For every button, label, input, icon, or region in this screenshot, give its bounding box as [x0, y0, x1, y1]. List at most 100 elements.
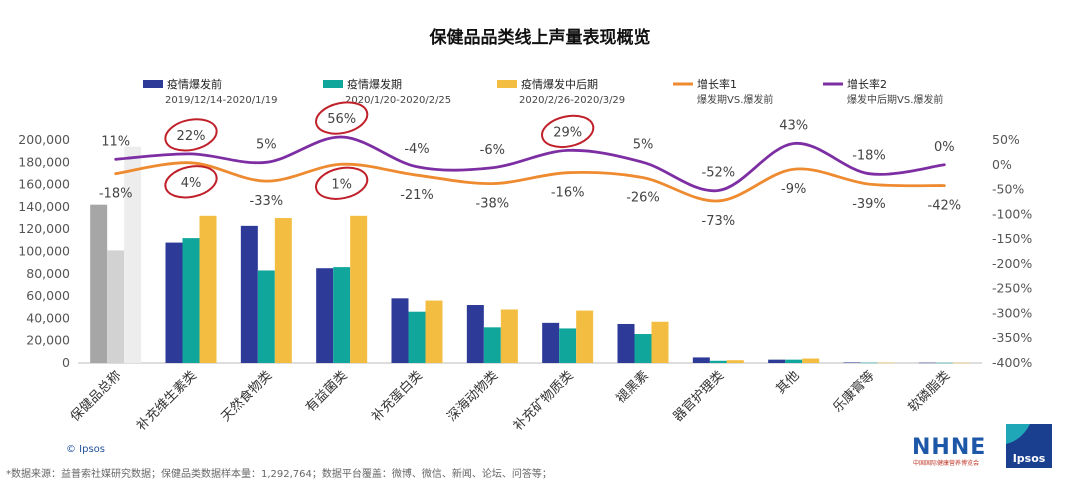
nhne-logo: NHNE 中国国际健康营养博览会: [912, 435, 986, 467]
highlight-circle: [315, 166, 369, 200]
category-label: 乐康膏等: [830, 368, 878, 416]
legend-label: 增长率1: [697, 77, 737, 91]
category-label: 补充蛋白类: [369, 368, 426, 425]
bar: [199, 215, 217, 363]
y-left-tick-label: 180,000: [18, 154, 70, 169]
growth-labels: -18% 4% -33% 1% -21% -38% -16% -26% -73% -9% -39% -…: [99, 112, 961, 229]
legend-sublabel: 爆发中后期VS.爆发前: [847, 93, 943, 106]
growth-label: -9%: [781, 182, 806, 197]
legend-sublabel: 2020/1/20-2020/2/25: [345, 95, 451, 106]
bar: [333, 267, 351, 363]
y-left-tick-label: 100,000: [18, 244, 70, 259]
bar: [843, 362, 861, 363]
y-right-tick-label: -200%: [992, 256, 1032, 271]
bar: [350, 215, 368, 363]
bar: [483, 327, 501, 363]
bar: [617, 323, 635, 363]
legend-label: 增长率2: [847, 77, 887, 91]
highlight-circle: [541, 114, 595, 149]
highlight-circles: [164, 101, 595, 200]
y-axis-left: 200,000 180,000 160,000 140,000 120,000 100,0…: [18, 132, 982, 370]
category-label: 深海动物类: [445, 368, 502, 425]
bar: [768, 359, 786, 363]
legend-swatch: [497, 80, 517, 88]
y-right-tick-label: -350%: [992, 330, 1032, 345]
y-right-tick-label: -50%: [992, 182, 1024, 197]
legend-sublabel: 2019/12/14-2020/1/19: [165, 95, 278, 106]
growth-label: -38%: [476, 197, 510, 212]
y-right-tick-label: 0%: [992, 157, 1012, 172]
legend-sublabel: 爆发期VS.爆发前: [697, 93, 773, 106]
copyright-text: © Ipsos: [66, 444, 105, 455]
y-left-tick-label: 80,000: [26, 266, 70, 281]
bar: [391, 298, 409, 363]
bar: [107, 250, 125, 363]
y-right-tick-label: 50%: [992, 132, 1020, 147]
category-label: 器官护理类: [670, 368, 727, 425]
growth-label: 4%: [181, 176, 202, 191]
bar: [918, 362, 936, 364]
y-left-tick-label: 200,000: [18, 132, 70, 147]
growth-lines: [114, 135, 946, 203]
bar: [726, 360, 744, 363]
bar: [785, 359, 803, 363]
y-left-tick-label: 60,000: [26, 288, 70, 303]
bars: [90, 146, 970, 364]
growth-label: 5%: [633, 137, 654, 152]
growth-label: 11%: [101, 134, 130, 149]
bar: [559, 328, 577, 363]
y-left-tick-label: 140,000: [18, 199, 70, 214]
growth-label: 1%: [331, 177, 352, 192]
legend-label: 疫情爆发中后期: [521, 77, 598, 91]
legend-sublabel: 2020/2/26-2020/3/29: [519, 95, 625, 106]
y-left-tick-label: 40,000: [26, 310, 70, 325]
y-left-tick-label: 160,000: [18, 177, 70, 192]
bar: [709, 360, 727, 363]
bar: [466, 305, 484, 363]
bar: [935, 362, 953, 364]
category-label: 补充矿物质类: [510, 368, 576, 434]
bar: [182, 238, 200, 363]
growth-label: -26%: [626, 191, 660, 206]
growth-label: 22%: [177, 129, 206, 144]
bar: [877, 362, 895, 364]
category-label: 天然食物类: [218, 368, 275, 425]
bar: [651, 321, 669, 363]
bar: [408, 311, 426, 363]
growth-label: 29%: [553, 125, 582, 140]
bar: [952, 362, 970, 364]
bar: [634, 334, 652, 363]
growth-line-1: [114, 161, 946, 203]
bar: [692, 357, 710, 363]
bar: [860, 362, 878, 364]
bar: [542, 322, 560, 363]
category-label: 补充维生素类: [133, 368, 199, 434]
bar: [500, 309, 518, 363]
y-right-tick-label: -150%: [992, 231, 1032, 246]
growth-label: -33%: [250, 194, 284, 209]
bar: [576, 310, 594, 363]
category-label: 保健品总称: [68, 368, 125, 425]
legend-swatch: [323, 80, 343, 88]
category-labels: 保健品总称 补充维生素类 天然食物类 有益菌类 补充蛋白类 深海动物类 补充矿物质类 褪黑素器…: [68, 368, 953, 434]
bar: [165, 242, 183, 363]
category-label: 有益菌类: [303, 368, 350, 415]
growth-label: -4%: [404, 142, 429, 157]
y-left-tick-label: 120,000: [18, 221, 70, 236]
growth-label: 43%: [779, 118, 808, 133]
growth-label: -52%: [702, 166, 736, 181]
bar: [240, 225, 258, 363]
category-label: 褪黑素: [614, 368, 652, 406]
nhne-logo-subtext: 中国国际健康营养博览会: [913, 459, 979, 467]
y-right-tick-label: -300%: [992, 305, 1032, 320]
y-right-tick-label: -250%: [992, 281, 1032, 296]
y-left-tick-label: 20,000: [26, 333, 70, 348]
nhne-logo-text: NHNE: [912, 435, 986, 460]
y-left-tick-label: 0: [62, 355, 70, 370]
bar: [316, 268, 334, 363]
legend: 疫情爆发前 2019/12/14-2020/1/19 疫情爆发期 2020/1/20-…: [143, 77, 943, 106]
growth-label: -39%: [852, 197, 886, 212]
growth-label: 5%: [256, 137, 277, 152]
highlight-circle: [164, 165, 218, 199]
growth-label: -6%: [480, 143, 505, 158]
